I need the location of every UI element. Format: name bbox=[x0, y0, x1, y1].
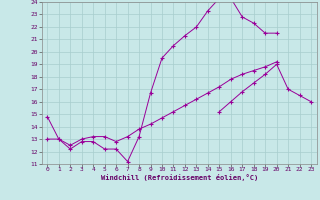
X-axis label: Windchill (Refroidissement éolien,°C): Windchill (Refroidissement éolien,°C) bbox=[100, 174, 258, 181]
